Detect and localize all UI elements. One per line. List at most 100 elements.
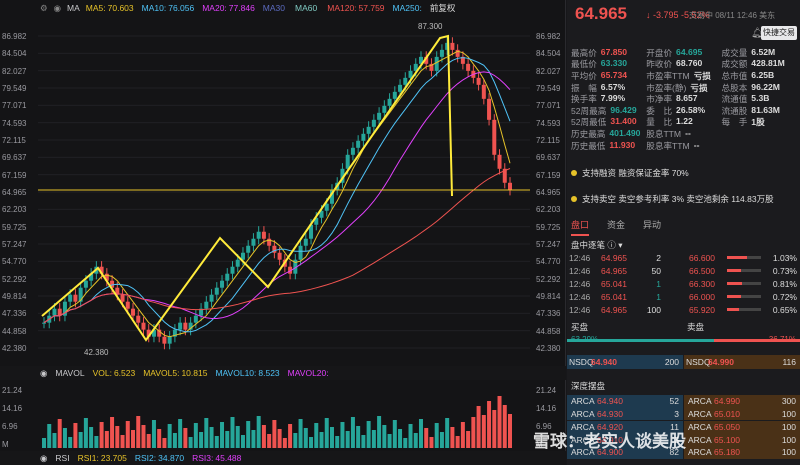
candle-body <box>377 112 382 120</box>
price-tick-label: 82.027 <box>536 66 561 76</box>
ask-price: 65.100 <box>714 434 740 445</box>
rsi-label: RSI3: <box>192 453 214 463</box>
eye-icon[interactable]: ◉ <box>40 367 48 378</box>
price-level-list: 66.600 1.03% 66.500 0.73% 66.300 0.81% 66.000 0… <box>685 251 800 316</box>
settings-icon[interactable]: ⚙ <box>40 2 48 13</box>
level-bar <box>727 282 761 285</box>
ask-qty: 100 <box>781 409 796 420</box>
vol-indicator-name[interactable]: MAVOL <box>55 368 85 378</box>
level-pct: 1.03% <box>772 252 797 263</box>
volume-bar <box>277 429 282 448</box>
tab-2[interactable]: 异动 <box>643 220 662 230</box>
candle-body <box>162 336 167 344</box>
volume-bar <box>398 429 403 448</box>
price-tick-label: 77.071 <box>536 101 561 111</box>
rsi-indicator-name[interactable]: RSI <box>55 453 70 463</box>
chart-canvas[interactable] <box>0 16 566 465</box>
candle-body <box>361 133 366 141</box>
adjust-mode[interactable]: 前复权 <box>429 3 456 13</box>
stat-key: 市净率 <box>646 94 673 105</box>
level-bar <box>727 256 761 259</box>
price-tick-label: 62.203 <box>2 205 27 215</box>
tab-0[interactable]: 盘口 <box>571 218 590 236</box>
panel-tabs: 盘口 资金 异动 <box>571 218 661 236</box>
bid-price: 64.930 <box>597 409 623 420</box>
volume-bar <box>225 431 230 448</box>
stat-key: 每 手 <box>721 117 748 128</box>
price-tick-label: 67.159 <box>2 170 27 180</box>
volume-bar <box>193 423 198 448</box>
candle-body <box>350 147 355 155</box>
bid-price: 64.900 <box>597 447 623 458</box>
candle-body <box>455 49 460 57</box>
stat-cell: 成交额 428.81M <box>722 58 797 70</box>
candle-body <box>235 259 240 267</box>
eye-icon[interactable]: ◉ <box>40 452 48 463</box>
stat-key: 市盈率(静) <box>646 82 687 93</box>
volume-bar <box>371 430 376 448</box>
time-sales-list: 12:46 64.965 2 12:46 64.965 50 12:46 65.041 1 12:… <box>567 251 683 316</box>
candle-body <box>319 210 324 218</box>
candle-body <box>387 98 392 106</box>
candle-body <box>424 56 429 64</box>
ask-exchange: ARCA <box>688 409 712 420</box>
candle-body <box>52 308 57 316</box>
stat-key: 总股本 <box>721 82 748 93</box>
level-price: 66.000 <box>689 291 715 302</box>
stat-value: 亏损 <box>690 82 708 93</box>
stat-cell: 换手率 7.99% <box>571 93 646 105</box>
ask-row: ARCA 65.010 100 <box>684 407 800 421</box>
depth-title[interactable]: 深度摆盘 <box>571 381 606 391</box>
candle-body <box>89 273 94 281</box>
short-notice-text: 支持卖空 卖空参考利率 3% 卖空池剩余 114.83万股 <box>582 194 774 204</box>
bell-icon[interactable]: 🔔︎ <box>751 28 764 39</box>
candle-body <box>434 56 439 71</box>
volume-bar <box>167 424 172 448</box>
margin-notice[interactable]: 支持融资 融资保证金率 70% <box>571 165 797 181</box>
stat-value: 81.63M <box>751 104 780 115</box>
volume-bar <box>450 427 455 448</box>
stat-value: 1股 <box>751 117 765 128</box>
mavol-value: 8.523 <box>258 368 280 378</box>
candle-body <box>303 238 308 246</box>
volume-bar <box>445 418 450 448</box>
tick-price: 64.965 <box>601 304 627 315</box>
volume-bar <box>329 427 334 448</box>
tick-row: 12:46 64.965 50 <box>567 264 683 277</box>
margin-notice-text: 支持融资 融资保证金率 70% <box>582 168 689 178</box>
tab-1[interactable]: 资金 <box>607 220 626 230</box>
volume-bar <box>439 432 444 448</box>
stat-value: 7.99% <box>600 93 626 104</box>
candle-body <box>199 308 204 316</box>
stat-value: 1.22 <box>676 116 693 127</box>
info-dot-icon <box>571 196 577 202</box>
candle-body <box>460 56 465 64</box>
ask-row: ARCA 65.050 100 <box>684 420 800 434</box>
candle-body <box>293 259 298 274</box>
eye-icon[interactable]: ◉ <box>53 2 62 13</box>
ma-item: MA60 <box>295 3 319 13</box>
stat-cell: 最低价 63.330 <box>571 58 646 70</box>
candle-body <box>120 294 125 302</box>
stat-row: 振 幅 6.57% 市盈率(静) 亏损 总股本 96.22M <box>571 82 797 94</box>
candle-body <box>298 245 303 260</box>
volume-bar <box>78 432 83 448</box>
kline-chart[interactable]: ⚙ ◉ MA MA5: 70.603 MA10: 76.056 MA20: 77.846 M… <box>0 0 566 465</box>
stat-cell: 量 比 1.22 <box>646 116 721 128</box>
volume-bar <box>282 438 287 448</box>
ask-exchange: ARCA <box>688 421 712 432</box>
tick-price: 65.041 <box>601 278 627 289</box>
ma-indicator-name[interactable]: MA <box>67 3 80 13</box>
short-notice[interactable]: 支持卖空 卖空参考利率 3% 卖空池剩余 114.83万股 <box>571 191 797 207</box>
quick-trade-button[interactable]: 快捷交易 <box>761 26 797 40</box>
mavol-label: MAVOL20: <box>287 368 329 378</box>
time-sales-title[interactable]: 盘中逐笔 ⓘ ▾ <box>571 240 623 250</box>
ask-exchange: ARCA <box>688 396 712 407</box>
candle-body <box>371 119 376 127</box>
candle-body <box>366 126 371 134</box>
candle-body <box>340 168 345 183</box>
tick-price: 65.041 <box>601 291 627 302</box>
vol-tick-label: 21.24 <box>536 386 557 395</box>
level-row: 66.500 0.73% <box>685 264 800 277</box>
price-tick-label: 84.504 <box>536 49 561 59</box>
